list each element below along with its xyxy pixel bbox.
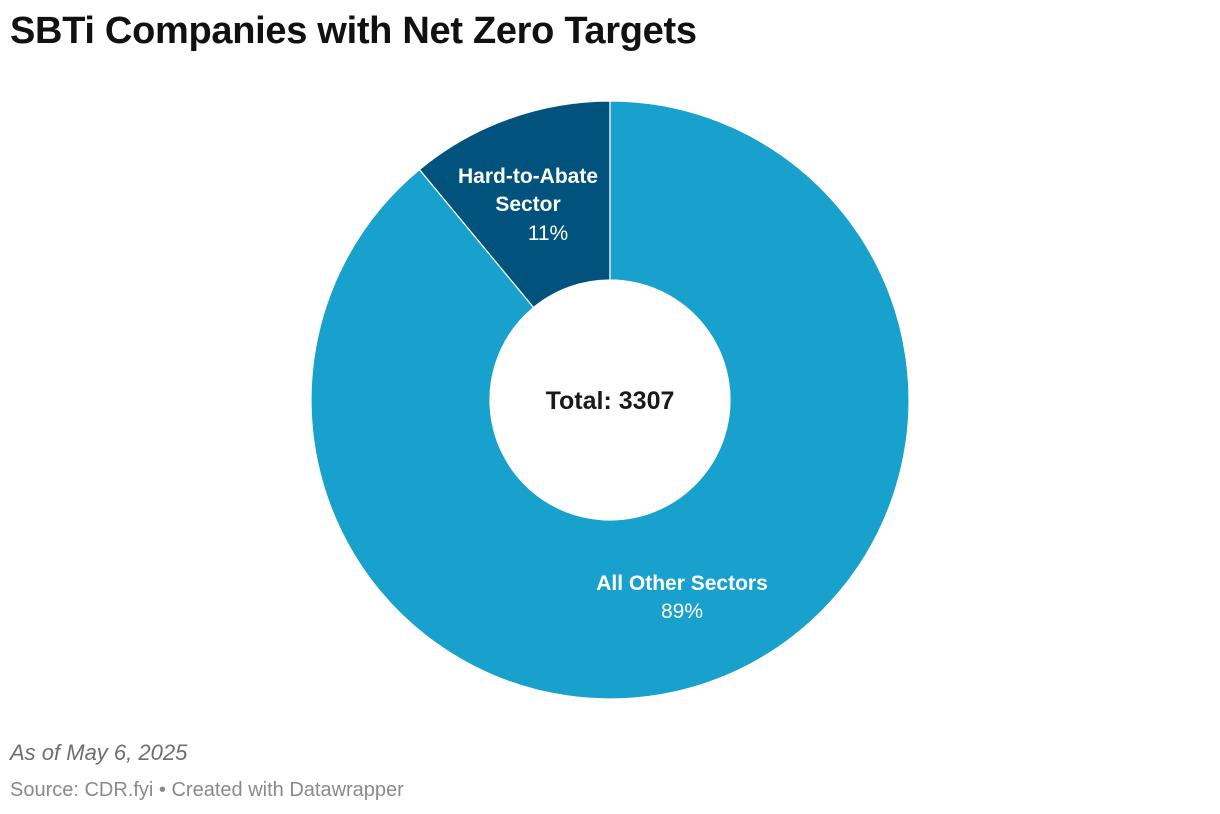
slice-label-hard-to-abate-line-1: Hard-to-Abate xyxy=(458,165,598,188)
slice-value-all-other-sectors: 89% xyxy=(661,600,703,623)
center-total-label: Total: 3307 xyxy=(546,387,675,415)
slice-label-all-other-sectors: All Other Sectors xyxy=(596,572,768,595)
slice-value-hard-to-abate: 11% xyxy=(528,222,568,245)
date-note: As of May 6, 2025 xyxy=(10,740,188,765)
slice-hard-to-abate xyxy=(418,100,611,309)
slice-all-other-sectors xyxy=(310,100,910,700)
slice-label-hard-to-abate-line-2: Sector xyxy=(495,193,560,216)
source-credit: Source: CDR.fyi • Created with Datawrapp… xyxy=(10,779,404,801)
chart-title: SBTi Companies with Net Zero Targets xyxy=(10,10,697,52)
